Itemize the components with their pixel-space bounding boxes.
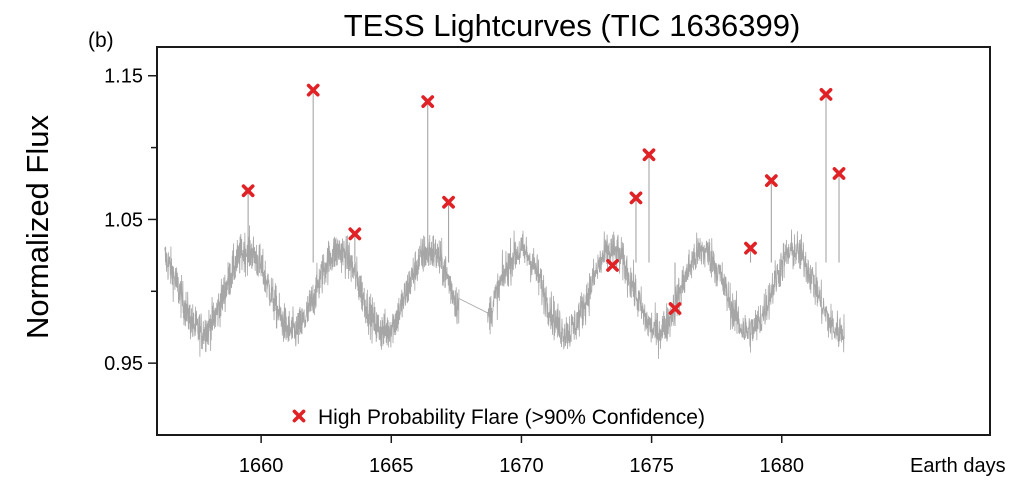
x-tick-label-1675: 1675 bbox=[629, 455, 674, 477]
y-axis: 0.95 1.05 1.15 bbox=[104, 66, 157, 375]
lightcurve-segment-2 bbox=[487, 229, 845, 359]
y-axis-label: Normalized Flux bbox=[20, 115, 55, 339]
flare-marker-3 bbox=[348, 227, 362, 241]
flare-marker-12 bbox=[819, 88, 833, 101]
x-tick-label-1660: 1660 bbox=[239, 455, 284, 477]
lightcurve-segment-1 bbox=[164, 225, 460, 357]
flare-marker-9 bbox=[668, 302, 682, 315]
flare-marker-5 bbox=[442, 195, 455, 209]
flare-marker-6 bbox=[606, 259, 619, 272]
lightcurve-gap-bridge bbox=[458, 298, 488, 314]
flare-marker-13 bbox=[832, 167, 846, 180]
legend: High Probability Flare (>90% Confidence) bbox=[292, 406, 705, 429]
flare-marker-4 bbox=[421, 95, 435, 109]
x-tick-label-1670: 1670 bbox=[499, 455, 544, 477]
flare-marker-8 bbox=[642, 148, 656, 162]
legend-marker-glyph bbox=[292, 409, 306, 423]
panel-label: (b) bbox=[88, 29, 114, 52]
lightcurve-series bbox=[164, 90, 845, 359]
y-tick-label-1.05: 1.05 bbox=[104, 209, 143, 231]
y-tick-label-0.95: 0.95 bbox=[104, 353, 143, 375]
flare-marker-10 bbox=[744, 241, 757, 255]
plot-area-frame bbox=[156, 46, 991, 436]
x-tick-label-1680: 1680 bbox=[760, 455, 805, 477]
flare-markers bbox=[241, 83, 846, 315]
flare-marker-2 bbox=[306, 83, 320, 97]
flare-marker-11 bbox=[764, 174, 778, 188]
flare-marker-7 bbox=[629, 191, 643, 205]
legend-label: High Probability Flare (>90% Confidence) bbox=[318, 406, 705, 429]
flare-marker-1 bbox=[241, 184, 255, 198]
y-tick-label-1.15: 1.15 bbox=[104, 66, 143, 88]
x-axis-label: Earth days bbox=[910, 455, 1006, 477]
x-axis: 1660 1665 1670 1675 1680 bbox=[239, 435, 804, 477]
x-tick-label-1665: 1665 bbox=[369, 455, 414, 477]
chart-title: TESS Lightcurves (TIC 1636399) bbox=[344, 8, 801, 43]
legend-flare-marker bbox=[292, 409, 306, 423]
